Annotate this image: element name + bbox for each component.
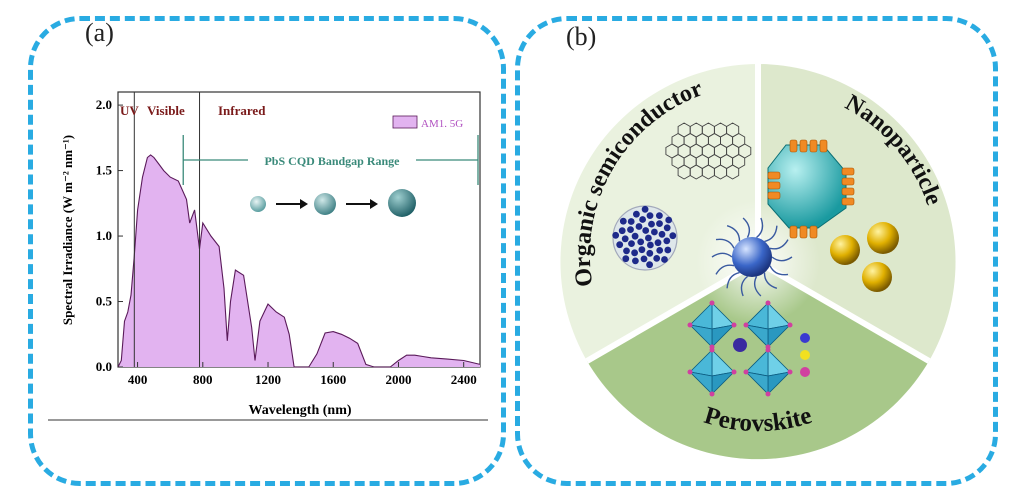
faceted-nanocrystal-icon (767, 139, 855, 239)
gold-nanoparticle-1 (830, 235, 860, 265)
y-tick-label: 0.5 (96, 294, 113, 309)
bandgap-range-label: PbS CQD Bandgap Range (264, 154, 400, 168)
ligand-capped-nanoparticle-icon (711, 217, 793, 297)
graphene-sheet-icon (665, 122, 752, 180)
gold-nanoparticle-3 (862, 262, 892, 292)
spectrum-chart: 400 800 1200 1600 2000 2400 0.0 0.5 1.0 1.5 2.0 UV… (48, 91, 488, 421)
legend-swatch (392, 115, 418, 129)
medium-quantum-dot (314, 193, 336, 215)
x-tick-label: 800 (193, 372, 213, 387)
materials-diagram: Organic semiconductor Nanoparticle Perov… (560, 64, 956, 460)
small-quantum-dot (250, 196, 266, 212)
legend-label: AM1. 5G (421, 118, 463, 130)
spectrum-area (118, 154, 480, 367)
x-tick-label: 1600 (320, 372, 346, 387)
panel-b-frame (515, 16, 998, 486)
large-quantum-dot (388, 189, 416, 217)
panel-a-frame (28, 16, 506, 486)
gold-nanoparticle-2 (867, 222, 899, 254)
x-tick-label: 2000 (385, 372, 411, 387)
x-tick-label: 400 (128, 372, 148, 387)
growth-arrow-1-head (300, 199, 308, 209)
perovskite-octahedra-icon (687, 300, 793, 397)
y-axis-label: Spectral Irradiance (W m⁻² nm⁻¹) (60, 135, 75, 325)
x-tick-label: 2400 (451, 372, 477, 387)
a-site-ion-dot (800, 333, 810, 343)
growth-arrow-2-head (370, 199, 378, 209)
b-site-ion-dot (800, 350, 810, 360)
fullerene-icon (612, 205, 678, 271)
region-uv: UV (120, 103, 139, 118)
x-tick-label: 1200 (255, 372, 281, 387)
x-axis-label: Wavelength (nm) (248, 403, 351, 418)
panel-b-label: (b) (566, 22, 597, 51)
y-tick-label: 1.0 (96, 228, 112, 243)
spectrum-line (117, 154, 481, 368)
panel-a-label: (a) (85, 18, 114, 47)
y-tick-label: 1.5 (96, 163, 113, 178)
range-label-bg (248, 152, 416, 168)
y-tick-label: 2.0 (96, 97, 112, 112)
x-site-ion-dot (800, 367, 810, 377)
region-visible: Visible (147, 103, 185, 118)
y-tick-label: 0.0 (96, 359, 112, 374)
region-infrared: Infrared (218, 103, 266, 118)
